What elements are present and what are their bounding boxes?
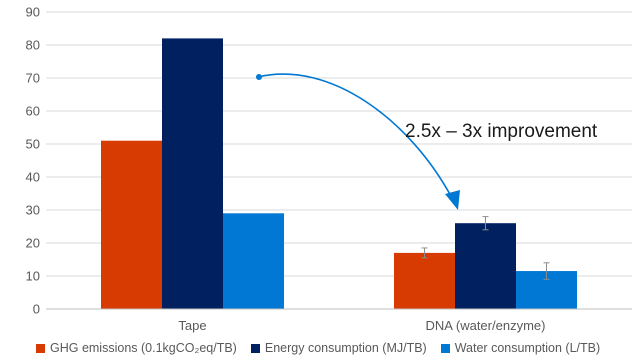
y-tick-label: 10 <box>26 269 40 284</box>
legend-swatch <box>440 343 450 353</box>
x-category-label: Tape <box>178 318 206 333</box>
bars <box>101 38 577 310</box>
y-tick-label: 60 <box>26 104 40 119</box>
annotation-label: 2.5x – 3x improvement <box>405 121 598 142</box>
y-tick-label: 0 <box>33 302 40 317</box>
bar-0-0 <box>101 140 162 309</box>
legend-item: GHG emissions (0.1kgCO₂eq/TB) <box>36 341 237 355</box>
y-tick-label: 30 <box>26 203 40 218</box>
annotation: 2.5x – 3x improvement <box>256 73 598 210</box>
x-category-label: DNA (water/enzyme) <box>426 318 546 333</box>
y-tick-label: 70 <box>26 71 40 86</box>
y-tick-label: 50 <box>26 137 40 152</box>
legend: GHG emissions (0.1kgCO₂eq/TB) Energy cons… <box>36 339 614 357</box>
bar-0-2 <box>223 213 284 309</box>
legend-swatch <box>36 343 45 353</box>
bar-1-0 <box>394 252 455 309</box>
curved-arrow-icon <box>257 73 453 199</box>
y-tick-label: 80 <box>26 38 40 53</box>
arrowhead-icon <box>445 190 460 210</box>
bar-0-1 <box>162 38 223 310</box>
legend-label: GHG emissions (0.1kgCO₂eq/TB) <box>50 341 237 355</box>
legend-item: Energy consumption (MJ/TB) <box>250 341 427 355</box>
legend-label: Energy consumption (MJ/TB) <box>264 341 427 355</box>
y-tick-label: 20 <box>26 236 40 251</box>
y-tick-label: 90 <box>26 5 40 20</box>
arrow-tail-icon <box>256 74 262 80</box>
x-axis-categories: Tape DNA (water/enzyme) <box>178 318 545 333</box>
error-bars <box>421 216 550 280</box>
y-tick-label: 40 <box>26 170 40 185</box>
bar-1-1 <box>455 223 516 309</box>
legend-label: Water consumption (L/TB) <box>454 341 601 355</box>
y-axis-ticks: 0 10 20 30 40 50 60 70 80 90 <box>26 5 40 317</box>
legend-item: Water consumption (L/TB) <box>440 341 601 355</box>
legend-swatch <box>250 343 260 353</box>
